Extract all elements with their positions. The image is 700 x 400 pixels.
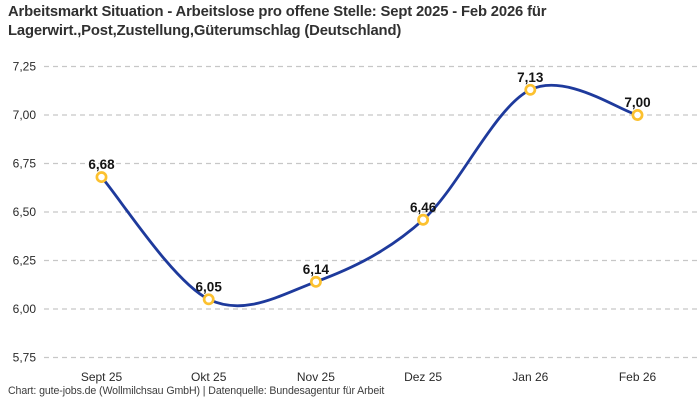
y-tick-label: 5,75 (13, 351, 37, 365)
series-line (100, 83, 639, 308)
x-tick-label: Jan 26 (512, 370, 548, 384)
y-tick-label: 6,50 (13, 205, 37, 219)
data-point-marker (631, 109, 644, 121)
data-point-label: 6,46 (410, 200, 437, 215)
x-tick-label: Feb 26 (619, 370, 657, 384)
data-point-marker (417, 213, 430, 226)
chart-title-line2: Lagerwirt.,Post,Zustellung,Güterumschlag… (8, 22, 402, 39)
data-point-label: 6,05 (196, 279, 223, 294)
y-tick-label: 7,00 (13, 108, 37, 122)
data-point-label: 7,00 (624, 95, 650, 110)
data-point-marker (309, 275, 322, 288)
y-tick-label: 6,00 (13, 302, 37, 316)
data-point-marker (524, 83, 537, 96)
data-point-label: 6,68 (88, 157, 115, 172)
data-point-marker (202, 293, 215, 306)
x-tick-label: Nov 25 (297, 370, 335, 384)
y-tick-label: 6,75 (13, 157, 37, 171)
y-tick-label: 7,25 (13, 60, 37, 74)
x-tick-label: Dez 25 (404, 370, 442, 384)
data-point-label: 6,14 (303, 262, 330, 277)
chart-credit: Chart: gute-jobs.de (Wollmilchsau GmbH) … (8, 385, 385, 397)
data-point-marker (95, 171, 108, 184)
data-point-label: 7,13 (517, 70, 544, 85)
y-tick-label: 6,25 (13, 254, 37, 268)
x-tick-label: Okt 25 (191, 370, 227, 384)
x-tick-label: Sept 25 (81, 370, 123, 384)
chart-title-line1: Arbeitsmarkt Situation - Arbeitslose pro… (8, 4, 547, 20)
chart-title: Arbeitsmarkt Situation - Arbeitslose pro… (8, 3, 684, 40)
